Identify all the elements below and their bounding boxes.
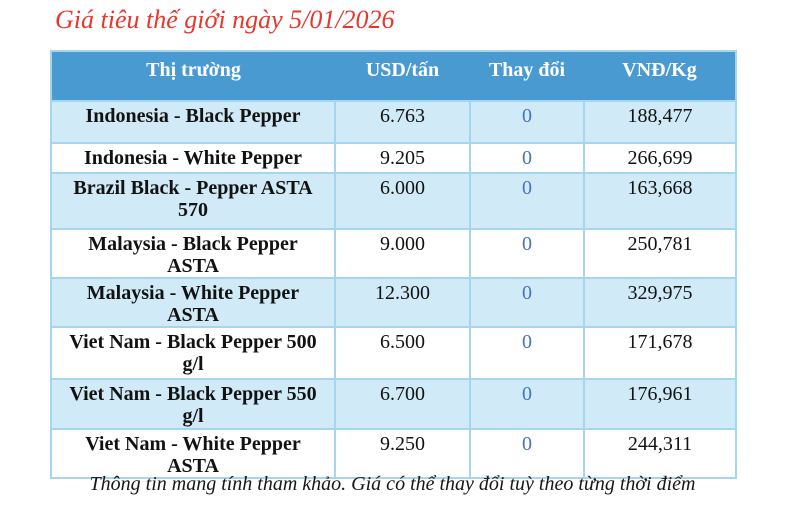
usd-cell: 6.700 [334, 378, 471, 430]
table-row: Malaysia - White Pepper ASTA 12.300 0 32… [50, 277, 737, 328]
usd-cell: 9.000 [334, 228, 471, 279]
column-header-vnd: VNĐ/Kg [584, 51, 736, 101]
usd-cell: 9.250 [334, 428, 471, 479]
usd-cell: 6.763 [334, 100, 471, 144]
table-row: Malaysia - Black Pepper ASTA 9.000 0 250… [50, 228, 737, 279]
vnd-cell: 329,975 [583, 277, 737, 328]
page-title: Giá tiêu thế giới ngày 5/01/2026 [55, 5, 395, 34]
usd-cell: 6.000 [334, 172, 471, 230]
table-row: Brazil Black - Pepper ASTA 570 6.000 0 1… [50, 172, 737, 230]
disclaimer-text: Thông tin mang tính tham khảo. Giá có th… [89, 473, 696, 495]
table-row: Viet Nam - White Pepper ASTA 9.250 0 244… [50, 428, 737, 479]
change-cell: 0 [469, 277, 585, 328]
change-cell: 0 [469, 172, 585, 230]
change-cell: 0 [469, 142, 585, 174]
market-cell: Malaysia - Black Pepper ASTA [50, 228, 336, 279]
column-header-change: Thay đổi [470, 51, 584, 101]
table-row: Viet Nam - Black Pepper 500 g/l 6.500 0 … [50, 326, 737, 380]
market-cell: Viet Nam - Black Pepper 500 g/l [50, 326, 336, 380]
column-header-usd: USD/tấn [335, 51, 470, 101]
market-cell: Indonesia - White Pepper [50, 142, 336, 174]
market-cell: Brazil Black - Pepper ASTA 570 [50, 172, 336, 230]
usd-cell: 9.205 [334, 142, 471, 174]
market-cell: Indonesia - Black Pepper [50, 100, 336, 144]
vnd-cell: 244,311 [583, 428, 737, 479]
vnd-cell: 163,668 [583, 172, 737, 230]
table-row: Indonesia - White Pepper 9.205 0 266,699 [50, 142, 737, 174]
price-table: Thị trường USD/tấn Thay đổi VNĐ/Kg Indon… [50, 50, 737, 479]
usd-cell: 6.500 [334, 326, 471, 380]
change-cell: 0 [469, 100, 585, 144]
vnd-cell: 266,699 [583, 142, 737, 174]
market-cell: Viet Nam - Black Pepper 550 g/l [50, 378, 336, 430]
table-row: Indonesia - Black Pepper 6.763 0 188,477 [50, 100, 737, 144]
change-cell: 0 [469, 326, 585, 380]
market-cell: Malaysia - White Pepper ASTA [50, 277, 336, 328]
usd-cell: 12.300 [334, 277, 471, 328]
table-row: Viet Nam - Black Pepper 550 g/l 6.700 0 … [50, 378, 737, 430]
vnd-cell: 188,477 [583, 100, 737, 144]
change-cell: 0 [469, 228, 585, 279]
table-header-row: Thị trường USD/tấn Thay đổi VNĐ/Kg [51, 51, 736, 101]
market-cell: Viet Nam - White Pepper ASTA [50, 428, 336, 479]
vnd-cell: 176,961 [583, 378, 737, 430]
vnd-cell: 250,781 [583, 228, 737, 279]
change-cell: 0 [469, 378, 585, 430]
change-cell: 0 [469, 428, 585, 479]
column-header-market: Thị trường [51, 51, 335, 101]
vnd-cell: 171,678 [583, 326, 737, 380]
